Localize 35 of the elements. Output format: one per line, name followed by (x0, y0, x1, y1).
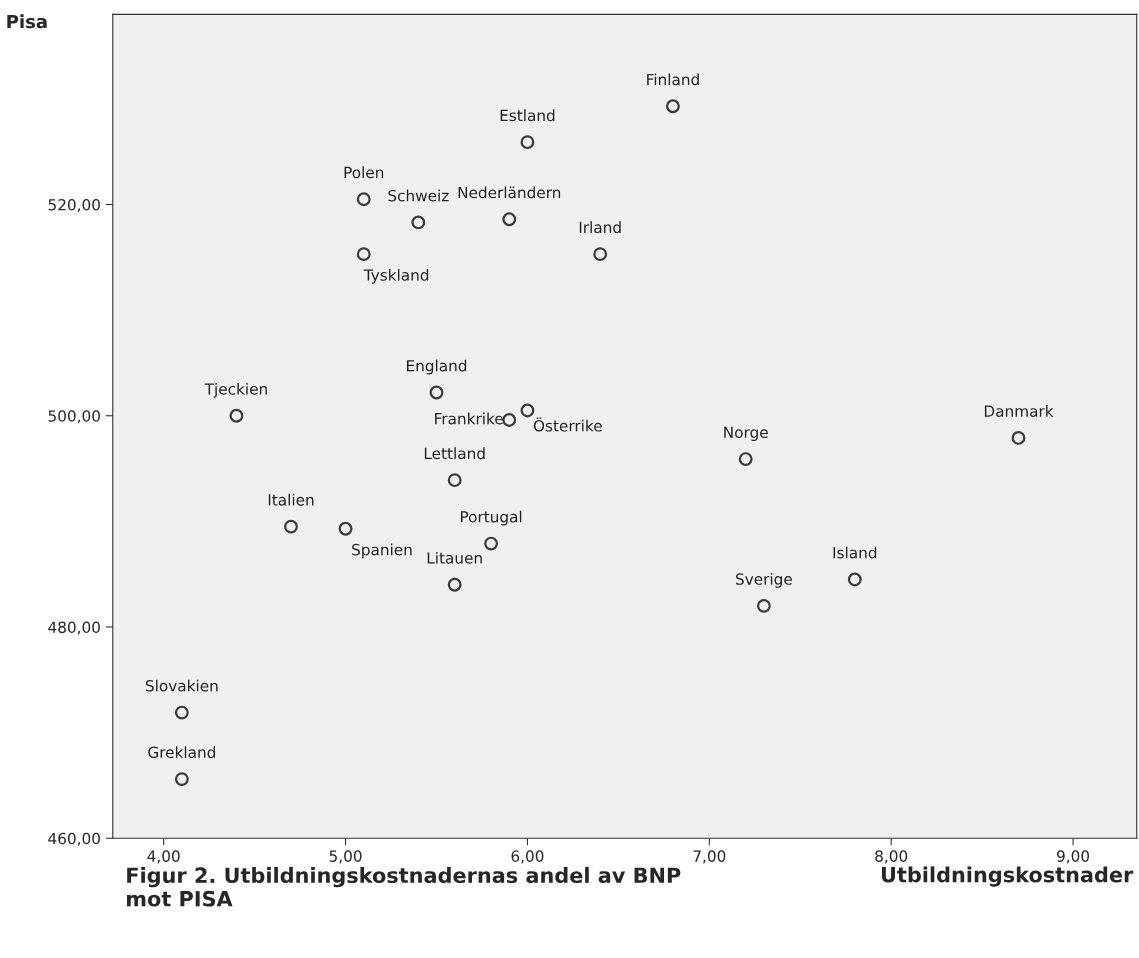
annotation: Tjeckien (204, 382, 267, 398)
annotation: Schweiz (388, 189, 449, 202)
annotation: Tyskland (363, 268, 429, 284)
y-tick-label: 520,00 (48, 198, 100, 213)
annotation: Portugal (460, 510, 522, 526)
annotation: Finland (647, 73, 699, 86)
annotation: England (406, 359, 467, 375)
annotation: Sverige (736, 573, 792, 588)
annotation: Slovakien (145, 679, 218, 692)
annotation: Island (833, 546, 877, 559)
x-tick-label: 7,00 (693, 850, 726, 864)
annotation: Nederländern (458, 186, 561, 199)
annotation: Norge (724, 426, 768, 441)
annotation: Spanien (352, 543, 412, 559)
annotation: Polen (344, 166, 384, 179)
annotation: Litauen (427, 551, 482, 564)
annotation: Irland (579, 221, 621, 234)
x-tick-label: 5,00 (329, 850, 362, 864)
y-axis-title: Pisa (7, 14, 47, 29)
text: Figur 2. Utbildningskostnadernas andel av BNP mot PISA (127, 866, 681, 907)
annotation: Italien (268, 493, 314, 506)
annotation: Österrike (533, 417, 602, 432)
x-tick-label: 6,00 (511, 850, 544, 864)
y-tick-label: 480,00 (48, 621, 100, 635)
annotation: Lettland (424, 447, 485, 460)
annotation: Frankrike (435, 412, 503, 425)
annotation: Danmark (984, 405, 1054, 417)
annotation: Grekland (148, 746, 215, 759)
x-tick-label: 8,00 (875, 850, 908, 864)
x-axis-title: Utbildningskostnader (881, 866, 1134, 887)
y-tick-label: 500,00 (48, 410, 100, 424)
y-tick-label: 460,00 (48, 832, 100, 846)
x-tick-label: 4,00 (147, 850, 180, 864)
x-tick-label: 9,00 (1057, 850, 1090, 864)
annotation: Estland (500, 109, 555, 122)
